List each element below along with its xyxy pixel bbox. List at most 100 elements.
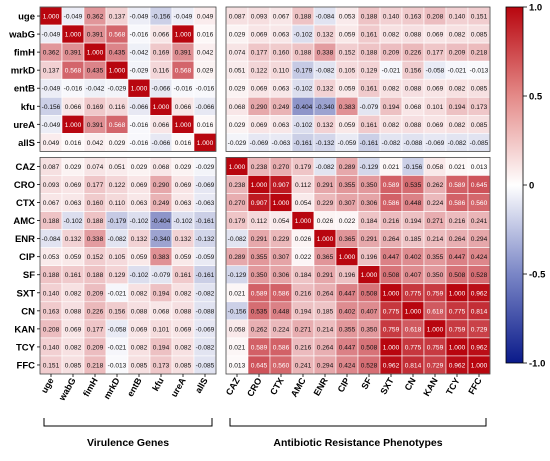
col-label-CIP: CIP [336,376,352,394]
cell-value-label: 0.383 [339,104,356,111]
cell-value-label: 0.241 [295,362,312,369]
colorbar-tick-label: 1.0 [529,3,542,14]
cell-value-label: -0.063 [196,200,215,207]
colorbar-gradient [505,6,524,364]
cell-value-label: 0.402 [339,308,356,315]
cell-value-label: 1.000 [405,308,422,315]
cell-value-label: 0.184 [361,218,378,225]
cell-value-label: 1.000 [43,14,60,21]
cell-value-label: 0.264 [317,290,334,297]
cell-value-label: -0.161 [196,218,215,225]
col-label-allS: allS [193,376,210,395]
cell-value-label: 0.194 [153,344,170,351]
cell-value-label: 0.085 [471,122,488,129]
cell-value-label: 0.066 [65,104,82,111]
cell-value-label: 0.063 [175,200,192,207]
virulence-genes-label: Virulence Genes [87,437,169,449]
cell-value-label: 0.029 [229,32,246,39]
cell-value-label: 0.589 [383,182,400,189]
cell-value-label: 0.069 [175,326,192,333]
cell-value-label: 1.000 [65,32,82,39]
cell-value-label: 0.645 [251,362,268,369]
cell-value-label: 0.560 [471,200,488,207]
cell-value-label: 0.069 [427,86,444,93]
cell-value-label: -0.042 [130,50,149,57]
col-label-AMC: AMC [289,376,308,399]
cell-value-label: 0.194 [295,308,312,315]
cell-value-label: 0.163 [405,14,422,21]
cell-value-label: 0.156 [405,68,422,75]
col-label-CRO: CRO [245,376,264,398]
cell-value-label: 1.000 [317,236,334,243]
cell-value-label: -0.029 [130,68,149,75]
cell-value-label: 1.000 [131,86,148,93]
cell-value-label: 0.447 [339,290,356,297]
cell-value-label: 0.264 [383,236,400,243]
cell-value-label: 0.907 [251,200,268,207]
cell-value-label: 0.029 [175,164,192,171]
cell-value-label: 0.291 [317,182,334,189]
cell-value-label: 0.229 [273,236,290,243]
row-label-SF: SF [23,270,35,281]
cell-value-label: -0.016 [174,86,193,93]
cell-value-label: 0.016 [175,140,192,147]
cell-value-label: 0.586 [383,200,400,207]
cell-value-label: 0.216 [295,344,312,351]
cell-value-label: 0.229 [317,200,334,207]
cell-value-label: 0.067 [273,14,290,21]
cell-value-label: 0.238 [251,164,268,171]
cell-value-label: 0.054 [273,218,290,225]
cell-value-label: -0.021 [448,68,467,75]
cell-value-label: 0.087 [43,164,60,171]
cell-value-label: 0.069 [251,122,268,129]
cell-value-label: 0.129 [109,272,126,279]
cell-value-label: 0.029 [131,164,148,171]
cell-value-label: -0.021 [382,68,401,75]
cell-value-label: -0.082 [108,236,127,243]
cell-value-label: -0.102 [294,86,313,93]
cell-value-label: 0.132 [317,32,334,39]
cell-value-label: -0.084 [42,236,61,243]
cell-value-label: 0.059 [339,122,356,129]
cell-value-label: 0.177 [87,326,104,333]
col-label-CN: CN [403,376,418,392]
cell-value-label: 0.306 [273,272,290,279]
cell-value-label: 0.082 [131,344,148,351]
cell-value-label: 0.026 [295,236,312,243]
cell-value-label: 0.068 [153,308,170,315]
cell-value-label: 0.161 [361,86,378,93]
cell-value-label: -0.085 [196,362,215,369]
cell-value-label: 0.568 [109,32,126,39]
cell-value-label: 0.218 [471,50,488,57]
colorbar-tick-label: -1.0 [529,359,545,370]
row-label-TCY: TCY [16,342,36,353]
row-labels: uge wabG fimH mrkD entB kfu ureA allS CAZ CRO CTX A… [8,12,40,371]
cell-value-label: -0.132 [316,140,335,147]
cell-value-label: -0.161 [360,140,379,147]
cell-value-label: 0.216 [383,218,400,225]
cell-value-label: -0.013 [108,362,127,369]
cell-value-label: 0.082 [175,290,192,297]
cell-value-label: 0.173 [471,104,488,111]
cell-value-label: 0.448 [405,200,422,207]
cell-value-label: 0.085 [471,32,488,39]
cell-value-label: 0.307 [273,254,290,261]
cell-value-label: 0.291 [317,272,334,279]
cell-value-label: 0.140 [449,14,466,21]
col-label-SXT: SXT [378,376,396,397]
cell-value-label: -0.049 [174,14,193,21]
cell-value-label: 0.264 [449,236,466,243]
cell-value-label: 1.000 [109,68,126,75]
cell-value-label: 0.226 [405,50,422,57]
row-label-fimH: fimH [14,48,35,59]
colorbar-tick-label: -0.5 [529,270,546,281]
cell-value-label: 1.000 [175,122,192,129]
cell-value-label: 0.063 [273,32,290,39]
cell-value-label: 0.051 [109,164,126,171]
cell-value-label: 0.775 [405,290,422,297]
cell-value-label: 0.568 [175,68,192,75]
cell-value-label: 0.759 [427,344,444,351]
cell-value-label: 0.169 [87,104,104,111]
cell-value-label: 0.402 [405,254,422,261]
cell-value-label: 0.224 [273,326,290,333]
